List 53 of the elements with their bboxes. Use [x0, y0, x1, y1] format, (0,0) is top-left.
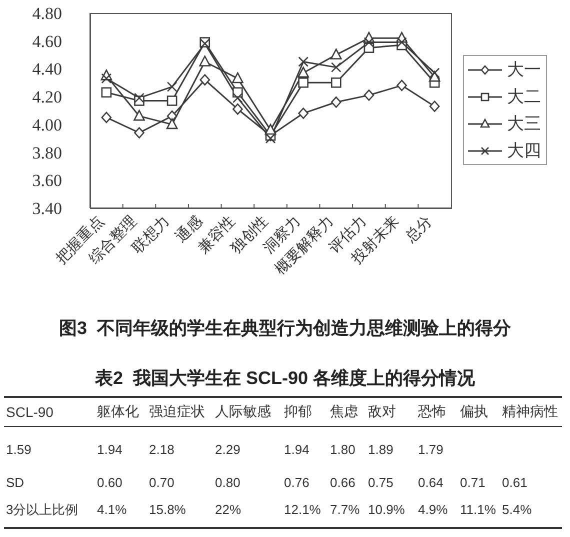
text: 1.80: [330, 442, 356, 457]
category-label: 恐怖: [416, 397, 458, 426]
category-label: 焦虑: [328, 397, 366, 426]
text: 0.76: [284, 474, 310, 490]
text: 5.4%: [502, 502, 532, 517]
text: 2.18: [149, 442, 174, 457]
text: 4.1%: [97, 502, 127, 517]
text: 12.1%: [284, 502, 321, 517]
category-label: 强迫症状: [147, 397, 213, 426]
category-label: SCL-90: [4, 397, 95, 426]
category-label: 精神病性: [500, 397, 562, 426]
y-tick-label: 4.20: [32, 88, 62, 107]
category-label: 抑郁: [282, 397, 328, 426]
y-tick-label: 4.80: [32, 4, 62, 24]
text: 7.7%: [330, 502, 360, 517]
text: 0.60: [97, 474, 122, 490]
text: 10.9%: [368, 502, 405, 517]
text: 22%: [215, 502, 242, 517]
text: 4.9%: [418, 502, 448, 517]
category-label: 偏执: [458, 397, 500, 426]
legend-label: 大一: [507, 59, 541, 81]
category-label: 敌对: [366, 397, 416, 426]
caption: 图3 不同年级的学生在典型行为创造力思维测验上的得分: [58, 317, 512, 340]
y-tick-label: 4.40: [32, 60, 62, 79]
text: 0.64: [418, 474, 444, 490]
y-tick-label: 3.60: [32, 171, 62, 190]
text: 1.94: [284, 442, 310, 457]
x-tick-label: 总分: [401, 212, 436, 247]
category-label: 躯体化: [95, 397, 147, 426]
text: 0.70: [149, 474, 174, 490]
legend-label: 大二: [507, 86, 541, 108]
text: 0.75: [368, 474, 394, 490]
y-tick-label: 4.00: [32, 115, 62, 134]
text: 15.8%: [149, 502, 186, 517]
text: 0.71: [460, 474, 486, 490]
text: 0.66: [330, 474, 356, 490]
text: 2.29: [215, 442, 240, 457]
text: 1.79: [418, 442, 444, 457]
text: SD: [6, 474, 24, 490]
text: 1.59: [6, 442, 32, 457]
text: 0.61: [502, 474, 528, 490]
text: 表2 我国大学生在 SCL-90 各维度上的得分情况: [94, 367, 476, 390]
text: 0.80: [215, 474, 240, 490]
y-tick-label: 3.80: [32, 143, 62, 162]
text: 11.1%: [460, 502, 496, 517]
y-tick-label: 4.60: [32, 32, 62, 51]
text: 1.89: [368, 442, 394, 457]
legend-label: 大四: [507, 140, 541, 162]
legend-label: 大三: [507, 113, 541, 135]
text: 1.94: [97, 442, 122, 457]
text: 3分以上比例: [6, 502, 78, 516]
category-label: 人际敏感: [213, 397, 282, 426]
y-tick-label: 3.40: [32, 199, 62, 218]
